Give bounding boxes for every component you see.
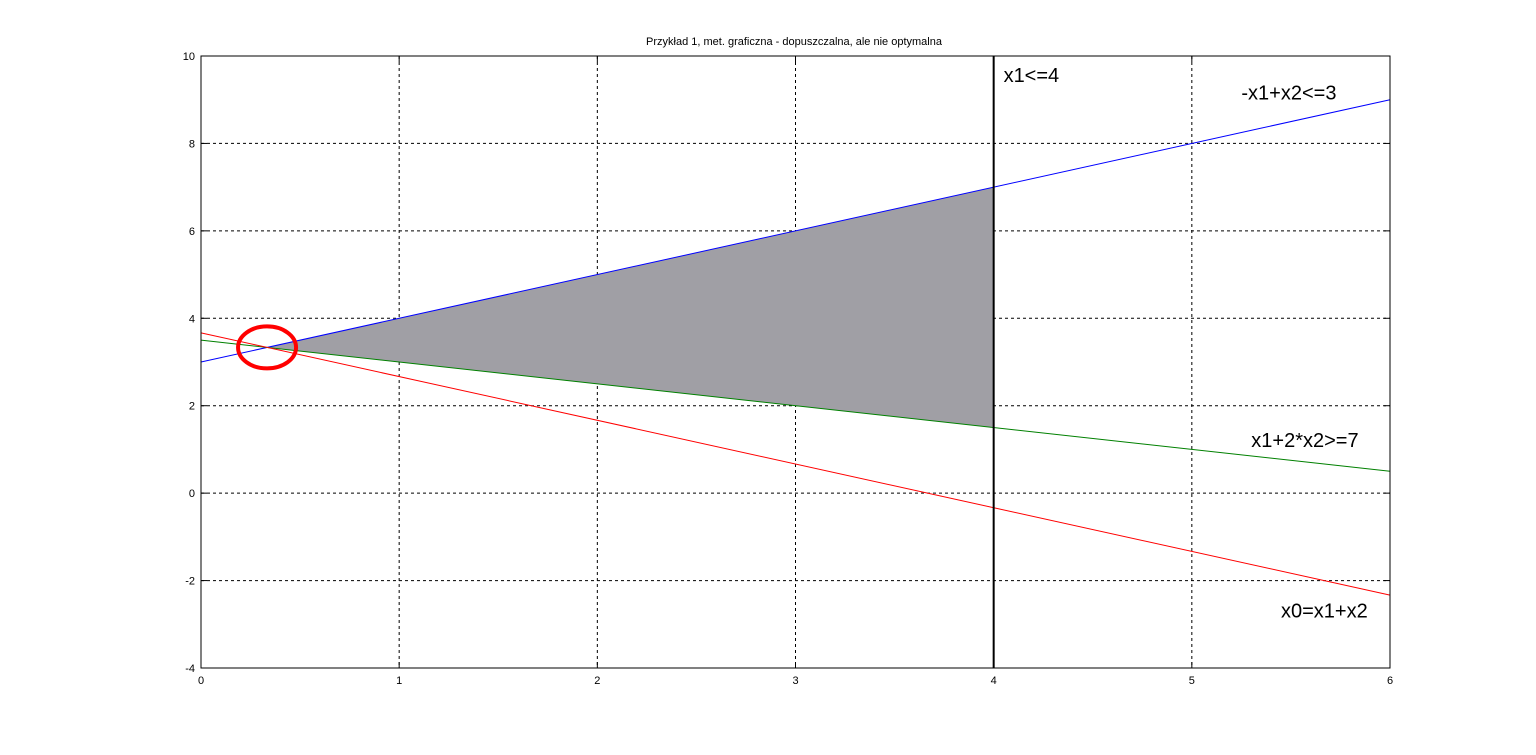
annotation-label: x1+2*x2>=7 <box>1251 430 1358 452</box>
y-tick-label: 10 <box>183 51 195 63</box>
series-line-constraint-blue <box>200 99 1391 363</box>
y-tick-label: 4 <box>189 313 195 325</box>
annotation-label: x1<=4 <box>1004 65 1060 87</box>
axes-box <box>200 55 1391 669</box>
y-tick-label: 0 <box>189 488 195 500</box>
y-tick-label: 2 <box>189 401 195 413</box>
x-tick-label: 3 <box>792 675 798 687</box>
annotations-layer: x1<=4 -x1+x2<=3 x1+2*x2>=7 x0=x1+x2 <box>1004 65 1368 623</box>
x-tick-label: 4 <box>991 675 997 687</box>
y-tick-label: -4 <box>185 663 195 675</box>
chart-title: Przykład 1, met. graficzna - dopuszczaln… <box>646 36 943 48</box>
x-tick-label: 1 <box>396 675 402 687</box>
y-tick-label: 8 <box>189 138 195 150</box>
x-tick-label: 6 <box>1387 675 1393 687</box>
series-line-objective-red <box>200 332 1391 596</box>
x-tick-label: 2 <box>594 675 600 687</box>
feasible-region <box>267 187 994 428</box>
highlight-circle <box>236 324 299 371</box>
tick-labels: 0 1 2 3 4 5 6 -4 -2 0 2 4 6 8 10 <box>183 51 1393 687</box>
annotation-label: x0=x1+x2 <box>1281 601 1368 623</box>
x-tick-label: 5 <box>1189 675 1195 687</box>
series-line-constraint-green <box>200 339 1391 472</box>
x-tick-label: 0 <box>198 675 204 687</box>
series-layer <box>200 56 1391 668</box>
feasible-region-layer <box>267 187 994 428</box>
y-tick-label: 6 <box>189 226 195 238</box>
y-tick-label: -2 <box>185 576 195 588</box>
highlight-layer <box>236 324 299 371</box>
annotation-label: -x1+x2<=3 <box>1241 83 1336 105</box>
